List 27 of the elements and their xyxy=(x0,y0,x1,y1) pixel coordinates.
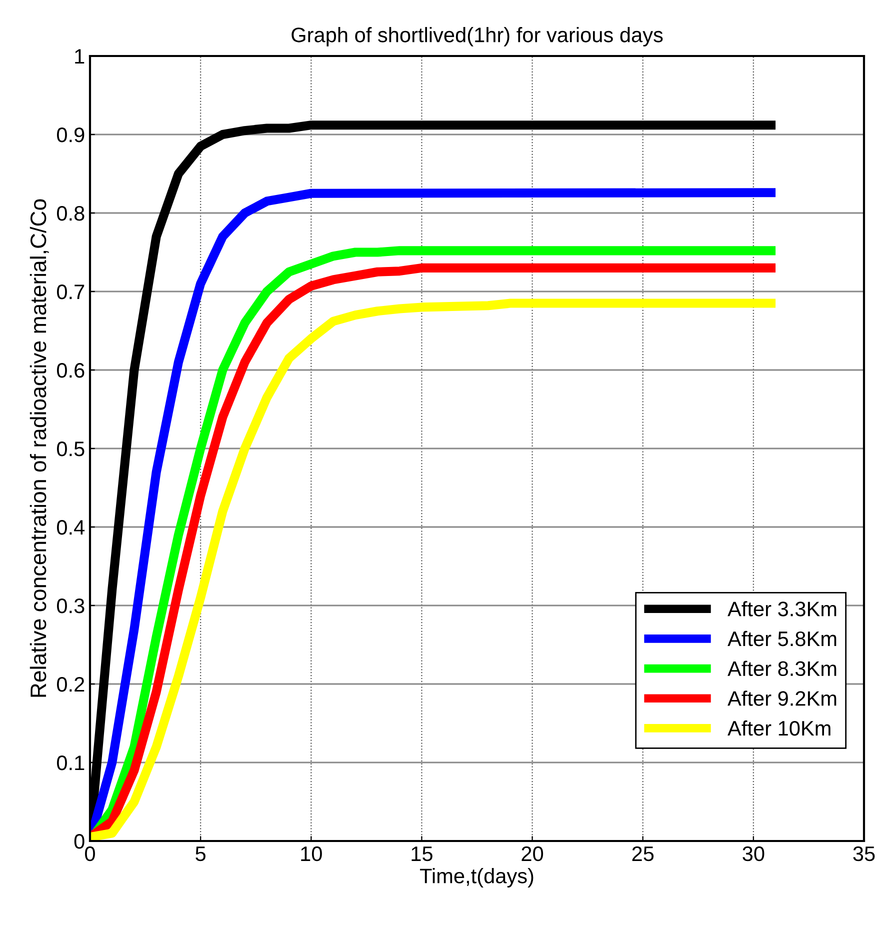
x-tick-label: 10 xyxy=(301,846,322,862)
y-tick-label: 0.5 xyxy=(56,442,84,456)
y-tick-label: 0.6 xyxy=(56,363,84,378)
y-tick-label: 0.1 xyxy=(56,756,84,770)
y-tick-label: 0 xyxy=(74,834,84,849)
y-tick-label: 0.8 xyxy=(56,206,84,221)
x-tick-label: 15 xyxy=(412,846,432,862)
chart-title: Graph of shortlived(1hr) for various days xyxy=(292,27,663,46)
x-tick-label: 35 xyxy=(853,846,875,862)
y-tick-label: 0.7 xyxy=(56,284,84,300)
y-tick-label: 0.3 xyxy=(56,598,84,614)
legend-label: After 9.2Km xyxy=(728,690,836,706)
legend-label: After 3.3Km xyxy=(728,601,836,616)
x-tick-label: 30 xyxy=(742,846,764,862)
y-tick-label: 1 xyxy=(75,49,84,64)
legend-label: After 10Km xyxy=(728,720,830,736)
y-tick-label: 0.9 xyxy=(56,128,84,142)
x-tick-label: 20 xyxy=(522,846,544,862)
x-axis-title: Time,t(days) xyxy=(420,868,534,888)
x-tick-label: 25 xyxy=(632,846,654,862)
y-tick-label: 0.2 xyxy=(56,677,84,692)
legend-label: After 8.3Km xyxy=(728,660,836,676)
legend-label: After 5.8Km xyxy=(728,630,836,646)
x-tick-label: 0 xyxy=(85,846,95,862)
y-axis-title: Relative concentration of radioactive material,C/Co xyxy=(30,199,49,697)
y-tick-label: 0.4 xyxy=(56,520,85,535)
x-tick-label: 5 xyxy=(196,846,206,862)
